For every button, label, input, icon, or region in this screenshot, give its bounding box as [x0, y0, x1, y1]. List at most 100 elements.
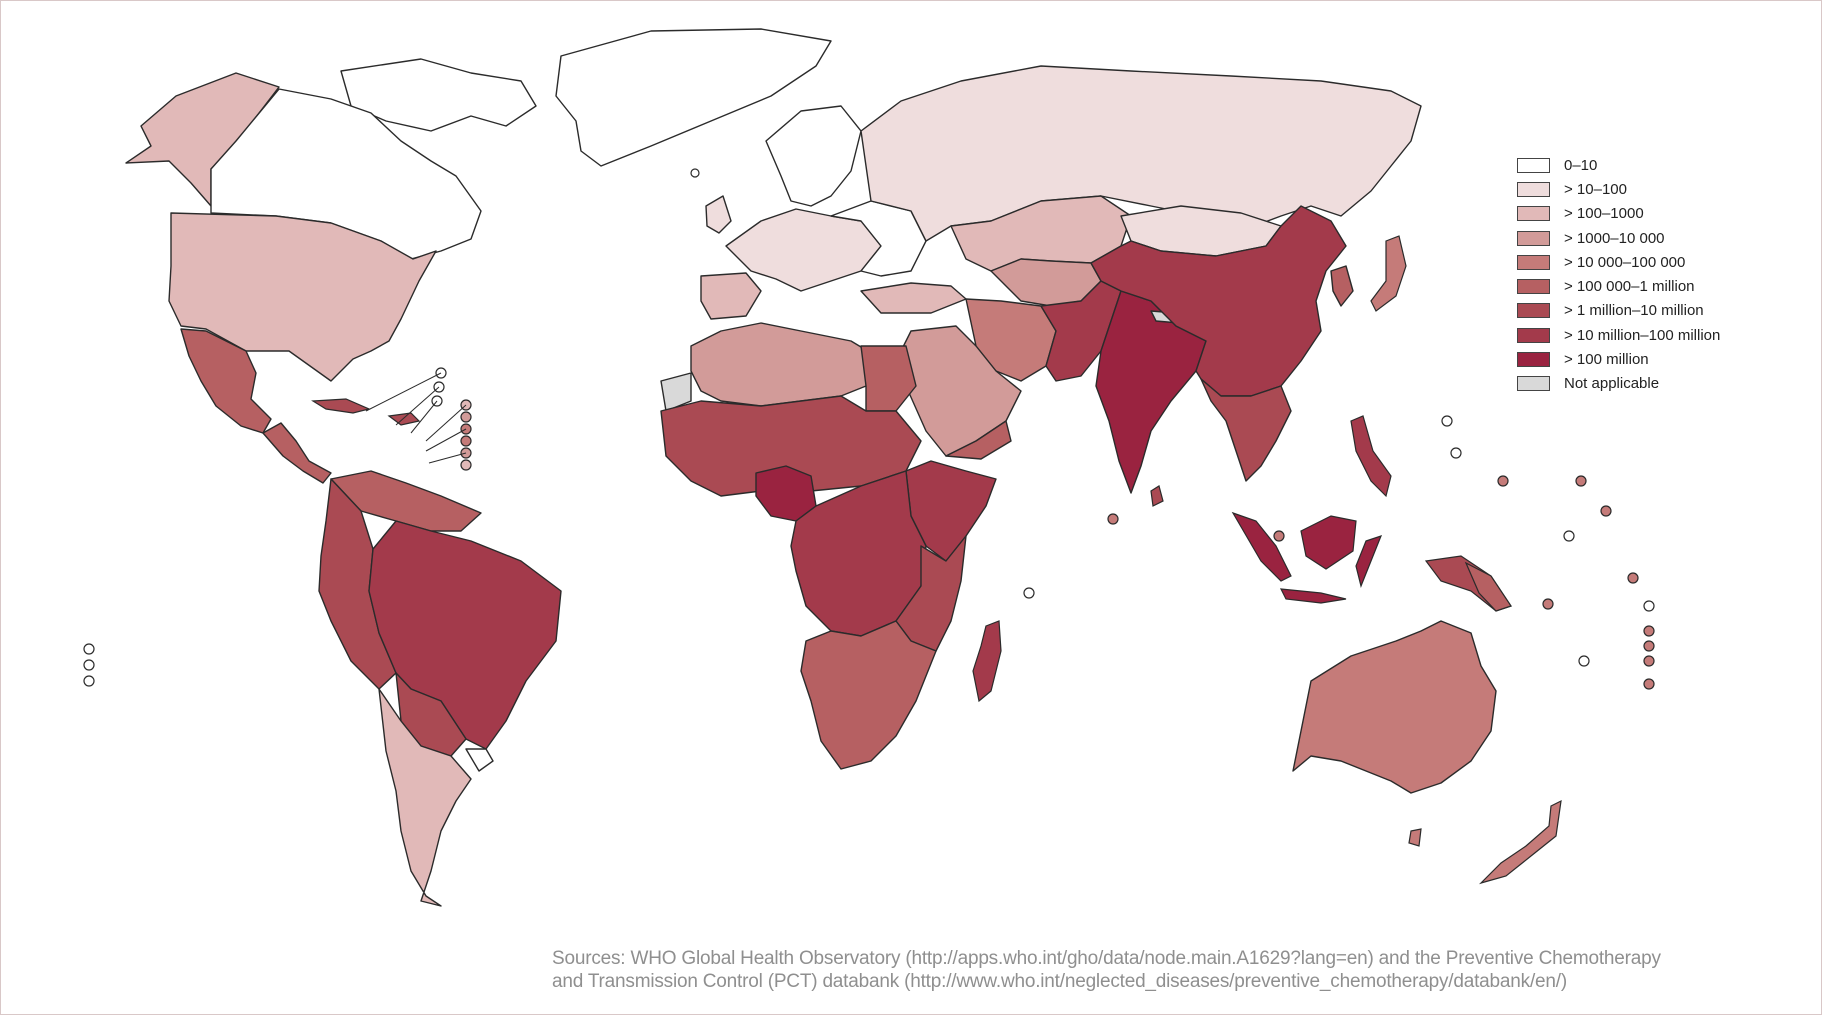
legend-swatch: [1517, 157, 1550, 173]
iberia: [700, 272, 762, 320]
callout-line: [365, 372, 442, 412]
legend: 0–10 > 10–100 > 100–1000 > 1000–10 000 >…: [1517, 153, 1777, 396]
pacific-island-dot: [1643, 600, 1655, 612]
callout-line: [395, 386, 440, 426]
hispaniola: [387, 412, 421, 426]
pacific-island-dot: [1542, 598, 1554, 610]
legend-swatch: [1517, 254, 1550, 270]
china: [1090, 205, 1347, 397]
sources-line-2: and Transmission Control (PCT) databank …: [552, 971, 1567, 992]
indian-ocean-island-dot: [1107, 513, 1119, 525]
legend-item: > 100–1000: [1517, 202, 1777, 226]
pacific-island-dot: [1575, 475, 1587, 487]
mexico: [180, 328, 272, 434]
atlantic-island-dot: [83, 675, 95, 687]
pacific-island-dot: [1497, 475, 1509, 487]
sources-note: Sources: WHO Global Health Observatory (…: [552, 947, 1792, 993]
new-zealand: [1478, 799, 1562, 885]
legend-item: > 1000–10 000: [1517, 226, 1777, 250]
callout-line: [425, 428, 467, 452]
korea: [1330, 265, 1354, 307]
legend-label: > 10–100: [1564, 180, 1627, 198]
legend-item: > 10 million–100 million: [1517, 323, 1777, 347]
legend-label: > 100–1000: [1564, 205, 1644, 223]
legend-swatch: [1517, 303, 1550, 319]
pacific-island-dot: [1643, 640, 1655, 652]
sulawesi: [1355, 535, 1383, 588]
legend-swatch: [1517, 376, 1550, 392]
pacific-island-dot: [1563, 530, 1575, 542]
australia: [1292, 620, 1497, 794]
pacific-island-dot: [1643, 625, 1655, 637]
east-africa: [895, 535, 967, 652]
sri-lanka: [1150, 485, 1164, 507]
greenland-region: [555, 28, 832, 167]
uk-ireland: [705, 195, 732, 234]
north-africa: [690, 322, 877, 407]
legend-item: 0–10: [1517, 153, 1777, 177]
sahel: [660, 395, 922, 497]
legend-label: > 10 000–100 000: [1564, 253, 1686, 271]
legend-item: > 1 million–10 million: [1517, 299, 1777, 323]
philippines: [1350, 415, 1392, 498]
caribbean-island-dot: [460, 459, 472, 471]
legend-label: > 100 000–1 million: [1564, 278, 1695, 296]
madagascar: [972, 620, 1002, 703]
legend-swatch: [1517, 206, 1550, 222]
sources-line-1: Sources: WHO Global Health Observatory (…: [552, 948, 1661, 969]
united-states: [168, 212, 437, 382]
atlantic-island-dot: [83, 659, 95, 671]
atlantic-island-dot: [83, 643, 95, 655]
legend-label: > 1000–10 000: [1564, 229, 1665, 247]
brazil: [368, 520, 562, 750]
southern-africa: [800, 620, 937, 770]
legend-swatch: [1517, 327, 1550, 343]
borneo: [1300, 515, 1357, 570]
callout-line: [428, 452, 467, 464]
legend-swatch: [1517, 230, 1550, 246]
egypt: [860, 345, 917, 412]
pacific-island-dot: [1441, 415, 1453, 427]
turkey: [860, 282, 967, 314]
western-sahara: [660, 372, 692, 412]
legend-swatch: [1517, 279, 1550, 295]
tasmania: [1408, 828, 1422, 847]
legend-swatch: [1517, 352, 1550, 368]
papua-new-guinea: [1464, 561, 1512, 612]
pacific-island-dot: [1578, 655, 1590, 667]
legend-item: > 100 million: [1517, 347, 1777, 371]
legend-label: > 10 million–100 million: [1564, 326, 1721, 344]
sumatra: [1231, 511, 1292, 582]
legend-label: Not applicable: [1564, 375, 1660, 393]
japan: [1370, 235, 1407, 312]
venezuela-guianas: [330, 470, 482, 532]
pacific-island-dot: [1450, 447, 1462, 459]
yemen: [945, 420, 1012, 460]
legend-item: > 100 000–1 million: [1517, 274, 1777, 298]
callout-line: [410, 400, 438, 434]
legend-swatch: [1517, 181, 1550, 197]
pacific-island-dot: [1643, 678, 1655, 690]
argentina-chile: [378, 688, 472, 907]
legend-label: > 100 million: [1564, 351, 1649, 369]
pacific-island-dot: [1643, 655, 1655, 667]
pacific-island-dot: [1600, 505, 1612, 517]
legend-item: Not applicable: [1517, 372, 1777, 396]
uruguay: [465, 748, 494, 772]
legend-item: > 10–100: [1517, 177, 1777, 201]
caribbean-island-dot: [460, 435, 472, 447]
legend-label: > 1 million–10 million: [1564, 302, 1704, 320]
scandinavia: [765, 105, 862, 207]
callout-line: [425, 404, 467, 442]
legend-label: 0–10: [1564, 156, 1598, 174]
indian-ocean-island-dot: [1273, 530, 1285, 542]
mainland-southeast-asia: [1200, 378, 1292, 482]
legend-item: > 10 000–100 000: [1517, 250, 1777, 274]
arctic-island-dot: [690, 168, 700, 178]
central-america: [262, 422, 332, 484]
cuba: [311, 398, 371, 414]
caribbean-island-dot: [460, 411, 472, 423]
java: [1279, 588, 1347, 604]
